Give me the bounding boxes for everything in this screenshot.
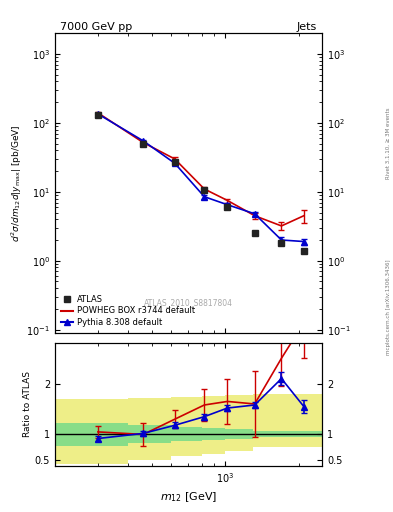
ATLAS bbox=[202, 187, 207, 194]
ATLAS bbox=[252, 230, 257, 237]
Text: ATLAS_2010_S8817804: ATLAS_2010_S8817804 bbox=[144, 298, 233, 307]
Y-axis label: $d^2\sigma/dm_{12}d|y_\mathrm{max}|$ [pb/GeV]: $d^2\sigma/dm_{12}d|y_\mathrm{max}|$ [pb… bbox=[9, 124, 24, 242]
ATLAS bbox=[173, 159, 177, 165]
Legend: ATLAS, POWHEG BOX r3744 default, Pythia 8.308 default: ATLAS, POWHEG BOX r3744 default, Pythia … bbox=[59, 293, 196, 329]
ATLAS bbox=[95, 112, 100, 118]
Text: 7000 GeV pp: 7000 GeV pp bbox=[61, 22, 132, 32]
Line: ATLAS: ATLAS bbox=[94, 112, 307, 254]
ATLAS bbox=[279, 240, 284, 246]
Text: Rivet 3.1.10, ≥ 3M events: Rivet 3.1.10, ≥ 3M events bbox=[386, 108, 391, 179]
ATLAS bbox=[141, 141, 145, 147]
Y-axis label: Ratio to ATLAS: Ratio to ATLAS bbox=[23, 372, 32, 437]
ATLAS bbox=[301, 248, 306, 254]
Text: Jets: Jets bbox=[297, 22, 317, 32]
Text: mcplots.cern.ch [arXiv:1306.3436]: mcplots.cern.ch [arXiv:1306.3436] bbox=[386, 260, 391, 355]
X-axis label: $m_{12}$ [GeV]: $m_{12}$ [GeV] bbox=[160, 490, 217, 504]
ATLAS bbox=[225, 204, 230, 210]
